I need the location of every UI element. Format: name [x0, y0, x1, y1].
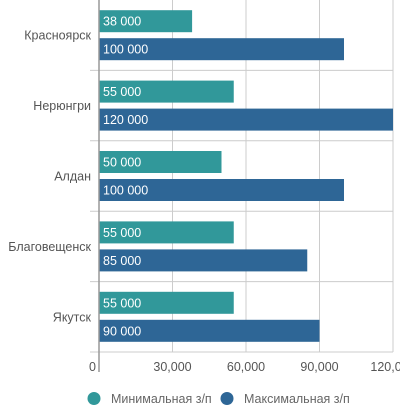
- bar-value-label: 55 000: [103, 296, 141, 310]
- x-tick-label: 0: [89, 360, 96, 374]
- axis-layer: Красноярск Нерюнгри Алдан Благовещенск Якутс…: [8, 0, 400, 374]
- legend-marker: [220, 392, 234, 405]
- category-label: Благовещенск: [8, 240, 91, 254]
- bar: [99, 291, 234, 314]
- bar-value-label: 55 000: [103, 226, 141, 240]
- legend-marker: [87, 392, 101, 405]
- bar: [99, 179, 344, 201]
- bar: [99, 249, 308, 272]
- bar: [99, 10, 193, 33]
- legend-label: Минимальная з/п: [111, 392, 212, 406]
- bar-value-label: 100 000: [103, 43, 148, 57]
- legend-label: Максимальная з/п: [244, 392, 350, 406]
- bar: [99, 221, 234, 244]
- bar-value-label: 55 000: [103, 85, 141, 99]
- category-label: Нерюнгри: [33, 99, 91, 113]
- bar-value-label: 100 000: [103, 184, 148, 198]
- bar: [99, 319, 320, 342]
- bar: [99, 108, 393, 131]
- labels-layer: 38 000 100 000 55 000 120 000 50 000 100 000 5…: [103, 15, 148, 339]
- category-label: Якутск: [53, 310, 92, 324]
- bars-layer: [99, 10, 393, 342]
- x-tick-label: 30,000: [153, 360, 191, 374]
- category-label: Алдан: [54, 170, 91, 184]
- bar: [99, 151, 222, 173]
- bar-value-label: 38 000: [103, 15, 141, 29]
- bar-value-label: 50 000: [103, 156, 141, 170]
- bar-value-label: 90 000: [103, 324, 141, 338]
- bar-value-label: 85 000: [103, 254, 141, 268]
- x-tick-label: 120,000: [370, 360, 400, 374]
- x-tick-label: 60,000: [227, 360, 265, 374]
- bar: [99, 38, 344, 61]
- legend: Минимальная з/п Максимальная з/п: [87, 392, 350, 406]
- bar: [99, 80, 234, 103]
- bar-value-label: 120 000: [103, 113, 148, 127]
- category-label: Красноярск: [24, 29, 91, 43]
- x-tick-label: 90,000: [300, 360, 338, 374]
